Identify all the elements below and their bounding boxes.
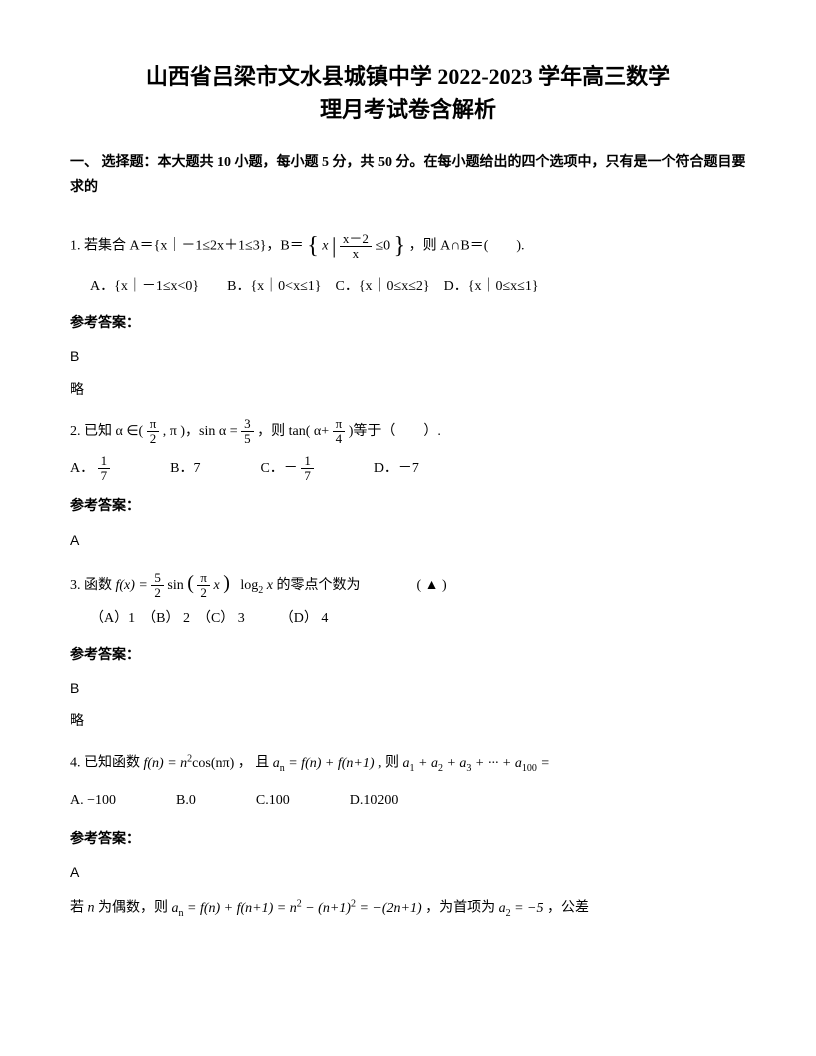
- q2-mid4: )等于（ ）.: [349, 424, 441, 439]
- q2-in: ∈(: [126, 424, 143, 439]
- q4-optA: A. −100: [70, 786, 116, 817]
- q3-fx: f(x) = 5 2 sin ( π 2 x ) log2 x: [116, 578, 277, 593]
- q2-frac2: 3 5: [241, 417, 254, 447]
- right-brace-icon: }: [394, 233, 406, 259]
- q3-answer: B: [70, 676, 746, 701]
- q1-answer-label: 参考答案：: [70, 311, 746, 336]
- q1-set-var: x: [322, 239, 328, 254]
- q1-options: A．{x｜－1≤x<0} B．{x｜0<x≤1} C．{x｜0≤x≤2} D．{…: [90, 273, 746, 301]
- title-line-1: 山西省吕梁市文水县城镇中学 2022-2023 学年高三数学: [70, 60, 746, 93]
- q2-mid2: )，sin: [180, 424, 215, 439]
- q4-exp-last: ，公差: [547, 901, 589, 916]
- q2-eq: =: [230, 424, 238, 439]
- q4-a2: a2 = −5: [499, 901, 547, 916]
- q4-mid2: , 则: [378, 756, 399, 771]
- q4-prefix: 4. 已知函数: [70, 756, 140, 771]
- title-line-2: 理月考试卷含解析: [70, 93, 746, 126]
- question-2: 2. 已知 α ∈( π 2 , π )，sin α = 3 5 ，则 tan(…: [70, 417, 746, 485]
- q2-comma: ,: [163, 424, 167, 439]
- q1-answer: B: [70, 344, 746, 369]
- q2-options: A． 1 7 B．7 C．－ 1 7 D．－7: [70, 454, 746, 485]
- question-1: 1. 若集合 A＝{x｜－1≤2x＋1≤3}，B＝ { x | x－2 x ≤0…: [70, 220, 746, 301]
- q4-an: an = f(n) + f(n+1): [273, 756, 378, 771]
- q4-fn: f(n) = n2cos(nπ): [144, 756, 238, 771]
- question-4: 4. 已知函数 f(n) = n2cos(nπ) ， 且 an = f(n) +…: [70, 748, 746, 816]
- q4-optB: B.0: [176, 786, 196, 817]
- divider-icon: |: [332, 234, 336, 259]
- q1-leq: ≤0: [375, 239, 390, 254]
- q4-options: A. −100 B.0 C.100 D.10200: [70, 786, 746, 817]
- q3-inner-frac: π 2: [197, 571, 210, 601]
- q3-answer-label: 参考答案：: [70, 643, 746, 668]
- q4-answer: A: [70, 860, 746, 885]
- q3-suffix: 的零点个数为 ( ▲ ): [276, 578, 446, 593]
- q2-optA-frac: 1 7: [98, 454, 111, 484]
- q2-mid3: ，则 tan(: [257, 424, 310, 439]
- q1-after: ，则 A∩B＝( ).: [409, 239, 525, 254]
- q3-frac: 5 2: [151, 571, 164, 601]
- q2-answer-label: 参考答案：: [70, 494, 746, 519]
- q2-prefix: 2. 已知: [70, 424, 112, 439]
- q2-alpha: α: [116, 424, 123, 439]
- q2-optD: D．－7: [374, 454, 419, 485]
- q4-optC: C.100: [256, 786, 290, 817]
- q4-deriv: an = f(n) + f(n+1) = n2 − (n+1)2 = −(2n+…: [172, 901, 426, 916]
- q4-mid1: ， 且: [238, 756, 270, 771]
- q4-exp-mid: 为偶数，则: [98, 901, 168, 916]
- q3-options: （A）1 （B） 2 （C） 3 （D） 4: [90, 605, 746, 633]
- q4-exp-end: ，为首项为: [425, 901, 495, 916]
- q2-frac3: π 4: [333, 417, 346, 447]
- q2-frac1: π 2: [147, 417, 160, 447]
- q2-optC: C．－ 1 7: [260, 454, 313, 485]
- q2-alpha3: α+: [314, 424, 329, 439]
- lparen-icon: (: [187, 572, 194, 594]
- section-header: 一、 选择题：本大题共 10 小题，每小题 5 分，共 50 分。在每小题给出的…: [70, 150, 746, 200]
- left-brace-icon: {: [307, 233, 319, 259]
- q2-optC-frac: 1 7: [301, 454, 314, 484]
- q4-answer-label: 参考答案：: [70, 827, 746, 852]
- q2-alpha2: α: [219, 424, 226, 439]
- question-3: 3. 函数 f(x) = 5 2 sin ( π 2 x ) log2 x 的零…: [70, 561, 746, 633]
- q1-fraction: x－2 x: [340, 232, 372, 262]
- q2-pi: π: [170, 424, 177, 439]
- q2-optA: A． 1 7: [70, 454, 110, 485]
- q1-prefix: 1. 若集合 A＝{x｜－1≤2x＋1≤3}，B＝: [70, 239, 304, 254]
- q1-brief: 略: [70, 378, 746, 403]
- q4-sum: a1 + a2 + a3 + ··· + a100 =: [403, 756, 550, 771]
- q2-answer: A: [70, 528, 746, 553]
- q3-prefix: 3. 函数: [70, 578, 112, 593]
- rparen-icon: ): [223, 572, 230, 594]
- q2-optB: B．7: [170, 454, 200, 485]
- q4-exp-prefix: 若: [70, 901, 84, 916]
- exam-title: 山西省吕梁市文水县城镇中学 2022-2023 学年高三数学 理月考试卷含解析: [70, 60, 746, 126]
- q4-optD: D.10200: [350, 786, 399, 817]
- q3-brief: 略: [70, 709, 746, 734]
- q4-explanation: 若 n 为偶数，则 an = f(n) + f(n+1) = n2 − (n+1…: [70, 893, 746, 924]
